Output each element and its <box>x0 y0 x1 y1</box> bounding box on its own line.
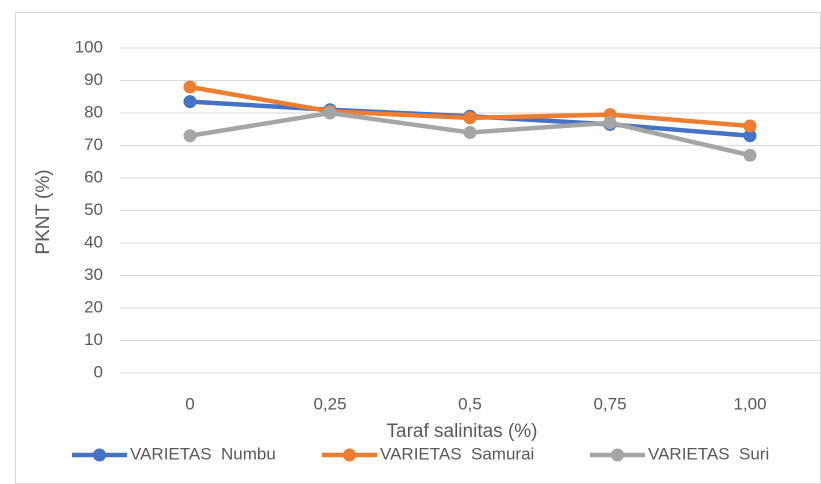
data-point <box>603 116 617 130</box>
x-tick-label: 0 <box>185 394 194 413</box>
y-tick-label: 100 <box>75 37 103 56</box>
y-axis-title: PKNT (%) <box>33 169 54 254</box>
y-tick-label: 50 <box>84 200 103 219</box>
legend-label: VARIETAS Numbu <box>130 444 276 463</box>
data-point <box>743 148 757 162</box>
y-tick-label: 60 <box>84 167 103 186</box>
y-tick-label: 30 <box>84 265 103 284</box>
data-point <box>183 80 197 94</box>
data-point <box>323 106 337 120</box>
y-tick-label: 40 <box>84 232 103 251</box>
y-tick-label: 70 <box>84 135 103 154</box>
y-tick-label: 80 <box>84 102 103 121</box>
data-point <box>183 95 197 109</box>
y-tick-label: 0 <box>94 362 103 381</box>
data-point <box>463 111 477 125</box>
chart-frame <box>15 12 821 484</box>
x-tick-label: 0,5 <box>458 394 482 413</box>
legend-marker <box>343 448 356 462</box>
data-point <box>183 129 197 143</box>
data-point <box>743 129 757 143</box>
legend-marker <box>93 448 106 462</box>
legend-marker <box>611 448 624 462</box>
y-tick-label: 90 <box>84 70 103 89</box>
data-point <box>743 119 757 133</box>
x-tick-label: 0,75 <box>593 394 626 413</box>
y-tick-label: 10 <box>84 330 103 349</box>
data-point <box>463 126 477 139</box>
y-tick-label: 20 <box>84 297 103 316</box>
legend-label: VARIETAS Samurai <box>380 444 534 463</box>
x-tick-label: 0,25 <box>313 394 346 413</box>
x-axis-title: Taraf salinitas (%) <box>387 421 538 442</box>
legend-label: VARIETAS Suri <box>648 444 769 463</box>
x-tick-label: 1,00 <box>733 394 766 413</box>
